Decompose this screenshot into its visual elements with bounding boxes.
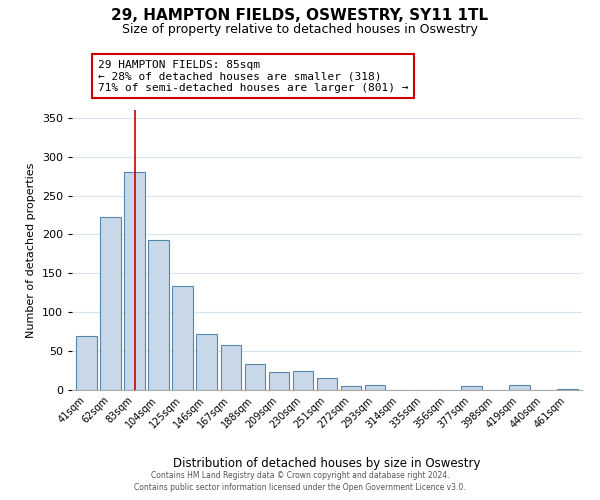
Text: 29, HAMPTON FIELDS, OSWESTRY, SY11 1TL: 29, HAMPTON FIELDS, OSWESTRY, SY11 1TL (112, 8, 488, 22)
Text: 29 HAMPTON FIELDS: 85sqm
← 28% of detached houses are smaller (318)
71% of semi-: 29 HAMPTON FIELDS: 85sqm ← 28% of detach… (97, 60, 408, 93)
Bar (172, 286, 193, 390)
Text: Size of property relative to detached houses in Oswestry: Size of property relative to detached ho… (122, 22, 478, 36)
Bar (148, 240, 169, 390)
Bar (293, 370, 313, 390)
Bar (196, 334, 217, 390)
Text: Contains HM Land Registry data © Crown copyright and database right 2024.
Contai: Contains HM Land Registry data © Crown c… (134, 471, 466, 492)
Bar (557, 389, 578, 390)
Bar (124, 172, 145, 390)
Bar (365, 384, 385, 390)
Bar (269, 372, 289, 390)
Bar (100, 216, 121, 390)
Bar (245, 364, 265, 390)
Bar (461, 386, 482, 390)
Y-axis label: Number of detached properties: Number of detached properties (26, 162, 36, 338)
Text: Distribution of detached houses by size in Oswestry: Distribution of detached houses by size … (173, 457, 481, 470)
Bar (341, 386, 361, 390)
Bar (317, 378, 337, 390)
Bar (221, 345, 241, 390)
Bar (76, 336, 97, 390)
Bar (509, 386, 530, 390)
